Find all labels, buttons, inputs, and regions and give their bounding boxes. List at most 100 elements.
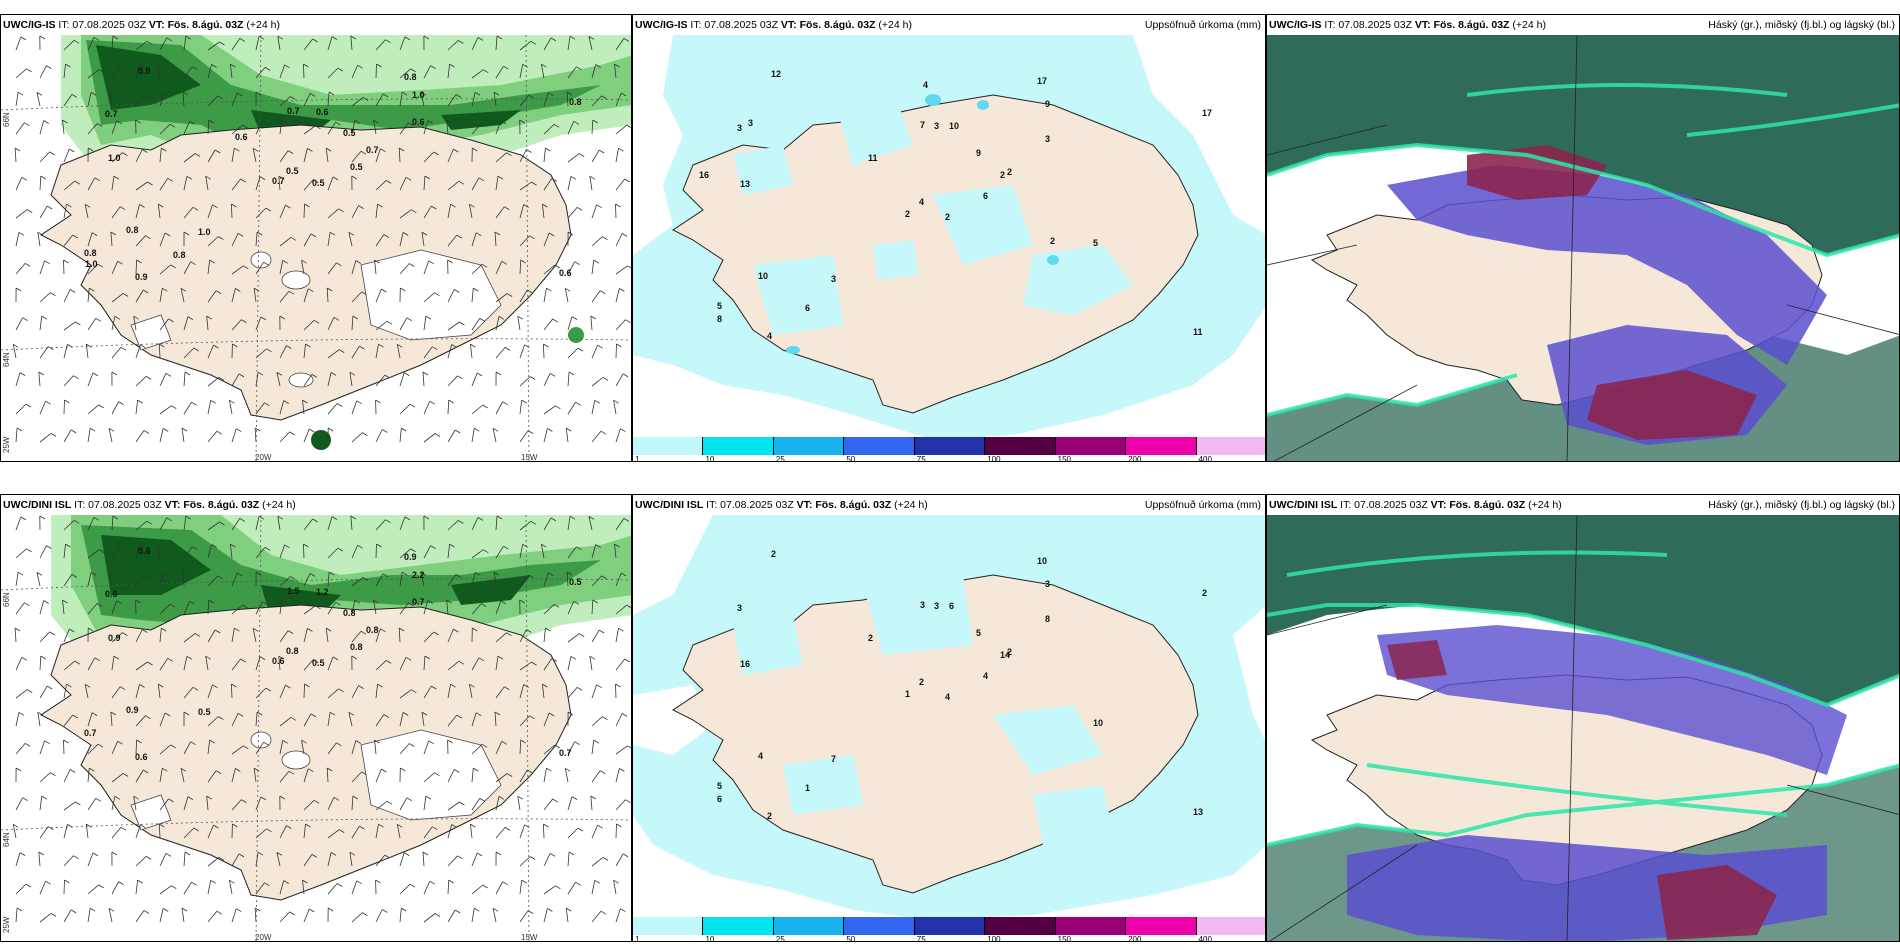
wind-barb-flag (89, 427, 96, 432)
wind-barb-flag (330, 372, 337, 376)
wind-barb (207, 521, 220, 531)
wind-barb (231, 853, 240, 867)
wind-barb (375, 93, 384, 107)
wind-barb (135, 40, 148, 51)
wind-barb-flag (260, 316, 267, 321)
wind-barb-flag (380, 148, 386, 153)
wind-barb (423, 401, 431, 415)
wind-barb-flag (552, 798, 558, 803)
wind-barb (615, 265, 628, 275)
wind-barb-flag (531, 181, 537, 186)
wind-barb (375, 573, 384, 587)
wind-barb-flag (478, 177, 485, 182)
wind-barb (39, 175, 42, 191)
wind-barb-flag (526, 629, 532, 633)
wind-barb-flag (381, 288, 387, 293)
wind-barb-flag (500, 600, 507, 605)
init-time: IT: 07.08.2025 03Z (58, 19, 146, 31)
wind-barb-flag (475, 712, 482, 717)
wind-barb-flag (398, 147, 405, 152)
wind-barb (591, 430, 602, 443)
wind-barb-flag (276, 852, 283, 856)
wind-barb (207, 544, 212, 559)
wind-barb-flag (44, 260, 50, 265)
lon-label: 25W (2, 436, 11, 453)
wind-barb (327, 36, 333, 51)
wind-barb-flag (258, 515, 265, 520)
wind-barb-flag (162, 428, 169, 432)
wind-barb-flag (70, 909, 77, 914)
wind-barb (327, 121, 336, 135)
wind-barb (63, 64, 66, 79)
lat-label: 66N (2, 592, 11, 607)
wind-barb (423, 292, 435, 303)
wind-barb (591, 825, 598, 839)
colorbar-label: 100 (987, 935, 1001, 942)
wind-barb-flag (622, 853, 629, 858)
wind-barb (567, 827, 579, 839)
wind-barb-flag (524, 824, 530, 829)
wind-barb (135, 715, 146, 727)
wind-barb (302, 880, 305, 895)
wind-barb (303, 288, 309, 303)
wind-barb (541, 64, 545, 79)
wind-barb-flag (119, 65, 125, 70)
wind-barb (15, 68, 27, 79)
wind-barb-flag (26, 548, 32, 553)
wind-barb-flag (211, 64, 217, 68)
wind-barb-flag (71, 94, 78, 98)
wind-barb (327, 317, 335, 331)
wind-barb-flag (362, 432, 368, 436)
wind-barb (517, 316, 521, 331)
wind-barb-flag (39, 515, 46, 520)
vt-label: VT: (164, 499, 181, 511)
wind-barb-flag (481, 743, 488, 748)
wind-barb (447, 684, 451, 699)
wind-barb-flag (217, 95, 223, 100)
wind-barb-flag (328, 571, 335, 576)
wind-barb-flag (170, 264, 176, 269)
wind-barb-flag (627, 745, 631, 749)
wind-barb-flag (17, 91, 24, 96)
wind-barb (567, 153, 580, 163)
wind-barb-flag (402, 712, 409, 716)
wind-barb-flag (498, 315, 505, 320)
wind-barb-flag (136, 739, 142, 744)
wind-barb-flag (554, 744, 561, 749)
wind-barb (135, 400, 138, 415)
wind-barb (471, 69, 484, 79)
wind-barb (183, 656, 188, 671)
wind-barb (375, 660, 387, 671)
wind-barb (231, 572, 238, 587)
wind-barb-flag (472, 627, 478, 632)
wind-barb-flag (386, 800, 393, 805)
wind-barb-flag (62, 599, 68, 604)
wind-barb (135, 204, 140, 219)
wind-barb (207, 910, 218, 923)
wind-barb (351, 97, 364, 107)
wind-barb (615, 823, 617, 839)
wind-barb-flag (599, 770, 606, 774)
wind-barb (63, 824, 68, 839)
wind-barb-flag (241, 319, 247, 323)
wind-barb (63, 289, 71, 303)
wind-barb-flag (545, 147, 551, 152)
wind-barb-flag (307, 628, 313, 632)
wind-barb-flag (332, 176, 339, 181)
wind-barb (469, 204, 473, 219)
wind-barb-flag (554, 264, 561, 269)
wind-barb (279, 770, 290, 783)
wind-barb (36, 572, 41, 587)
wind-barb (590, 795, 593, 811)
wind-barb (471, 768, 474, 783)
wind-barb (519, 204, 524, 219)
wind-barb (471, 572, 476, 587)
wind-barb-flag (520, 259, 526, 264)
wind-barb (159, 178, 169, 191)
wind-barb (206, 796, 209, 811)
wind-barb (543, 628, 546, 643)
wind-barb (519, 149, 527, 163)
value-label: 0.7 (559, 748, 572, 758)
wind-barb-flag (163, 92, 170, 96)
wind-barb-flag (548, 92, 554, 97)
